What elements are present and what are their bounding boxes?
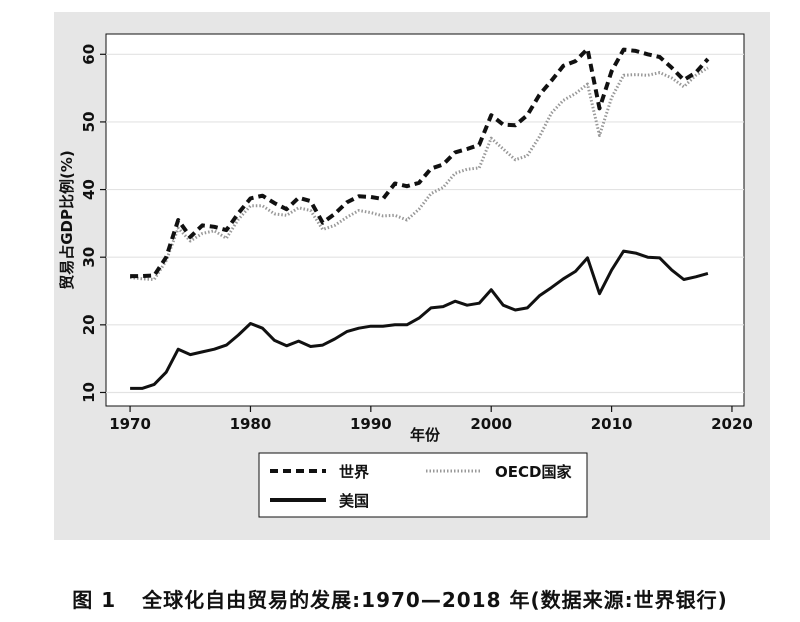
y-tick-label: 40 [80, 179, 98, 200]
x-tick-label: 1970 [109, 415, 151, 433]
y-tick-label: 20 [80, 314, 98, 335]
series-line-usa [130, 249, 709, 390]
y-tick-label: 60 [80, 44, 98, 65]
series-line-world [130, 46, 710, 279]
legend-box [258, 452, 588, 518]
chart-panel: 10 20 30 40 50 60 1970 1980 1990 2000 2010 2020 年份 … [54, 12, 770, 540]
figure-number: 图 1 [72, 588, 117, 612]
series-line-oecd [129, 66, 709, 281]
legend: 世界 OECD国家 美国 [258, 452, 588, 518]
legend-label-oecd: OECD国家 [495, 463, 571, 481]
x-tick-label: 2020 [711, 415, 753, 433]
figure-caption-text: 全球化自由贸易的发展:1970—2018 年(数据来源:世界银行) [142, 588, 728, 612]
figure-caption: 图 1 全球化自由贸易的发展:1970—2018 年(数据来源:世界银行) [0, 584, 800, 613]
x-tick-label: 1980 [230, 415, 272, 433]
series-lines [129, 46, 710, 390]
legend-label-world: 世界 [339, 463, 369, 481]
axes: 10 20 30 40 50 60 1970 1980 1990 2000 2010 2020 [80, 44, 753, 433]
y-tick-label: 50 [80, 111, 98, 132]
plot-area [105, 33, 745, 407]
legend-label-usa: 美国 [339, 492, 369, 510]
x-tick-label: 2010 [591, 415, 633, 433]
x-axis-title: 年份 [410, 426, 441, 444]
gridlines [106, 53, 744, 394]
x-tick-label: 2000 [470, 415, 512, 433]
y-axis-title: 贸易占GDP比例(%) [58, 150, 76, 290]
y-tick-label: 30 [80, 247, 98, 268]
y-tick-label: 10 [80, 382, 98, 403]
x-tick-label: 1990 [350, 415, 392, 433]
